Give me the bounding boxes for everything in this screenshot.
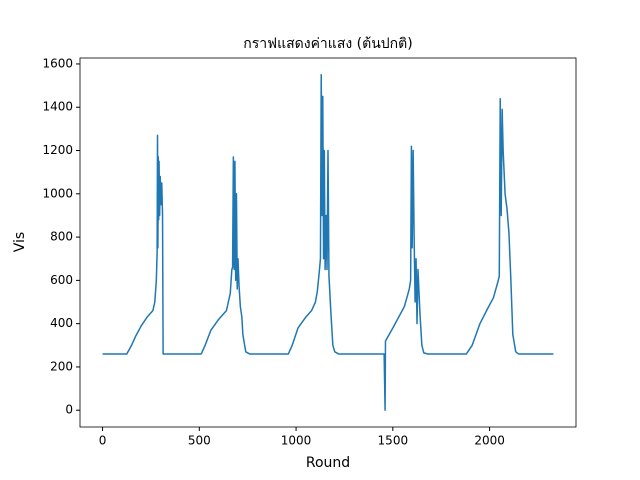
y-tick-label: 1400 <box>42 100 73 114</box>
x-tick-label: 1000 <box>281 434 312 448</box>
x-tick-label: 0 <box>99 434 107 448</box>
axes-frame <box>79 57 577 428</box>
y-tick-label: 600 <box>50 273 73 287</box>
y-tick-label: 1000 <box>42 186 73 200</box>
data-line <box>102 74 554 411</box>
chart-title: กราฟแสดงค่าแสง (ต้นปกติ) <box>243 36 412 52</box>
y-axis-label: Vis <box>12 232 28 252</box>
y-tick-label: 400 <box>50 316 73 330</box>
x-tick-label: 2000 <box>474 434 505 448</box>
y-tick-label: 0 <box>65 403 73 417</box>
x-tick-label: 1500 <box>378 434 409 448</box>
x-axis-label: Round <box>306 455 350 471</box>
x-tick-label: 500 <box>188 434 211 448</box>
y-tick-label: 200 <box>50 359 73 373</box>
y-tick-label: 800 <box>50 230 73 244</box>
y-tick-label: 1200 <box>42 143 73 157</box>
y-tick-label: 1600 <box>42 56 73 70</box>
